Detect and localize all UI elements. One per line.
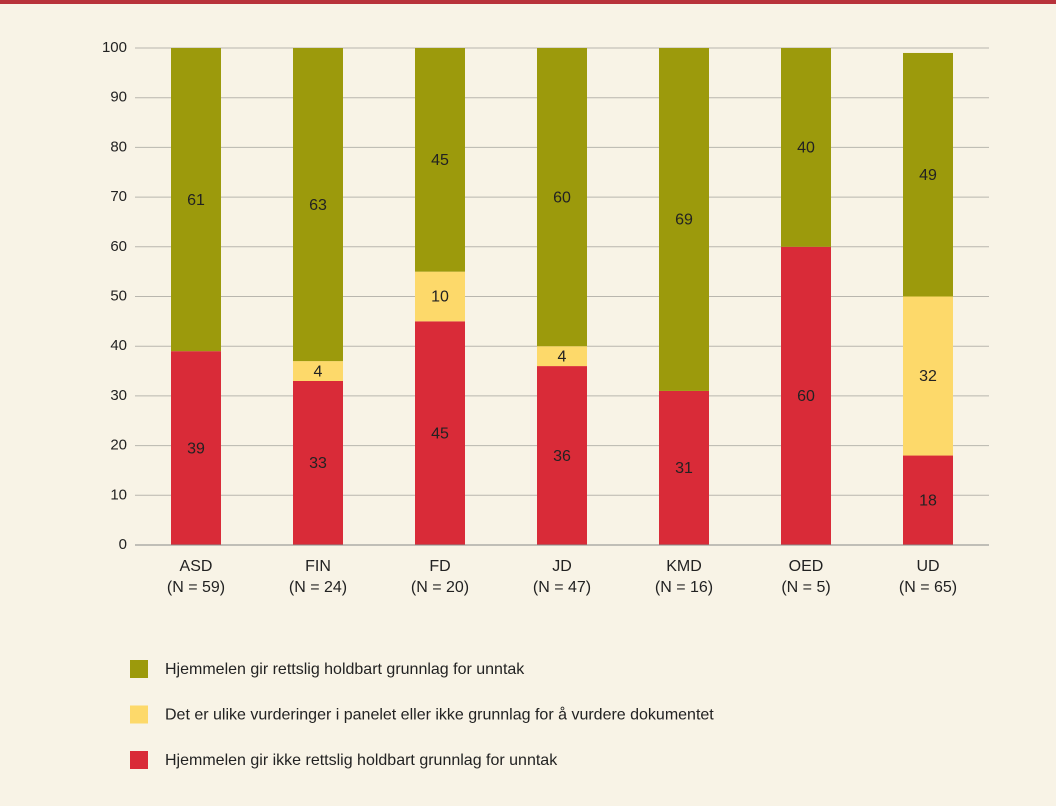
x-tick-label: FIN [305,558,331,575]
bar-segment [293,380,343,545]
y-tick-label: 0 [119,536,127,553]
legend-label: Det er ulike vurderinger i panelet eller… [165,706,714,724]
y-tick-label: 20 [110,437,127,454]
data-label: 36 [553,448,571,465]
x-tick-note: (N = 47) [533,579,591,596]
y-tick-label: 70 [110,188,127,205]
x-tick-note: (N = 24) [289,579,347,596]
data-label: 45 [431,425,449,442]
y-tick-label: 60 [110,238,127,255]
bar-segment [659,390,709,545]
data-label: 39 [187,440,205,457]
bar-segment [903,455,953,545]
data-label: 4 [314,363,323,380]
x-tick-label: ASD [180,558,213,575]
bar-segment [293,48,343,362]
bar-segment [537,366,587,545]
bar-segment [415,321,465,545]
bar-segment [415,271,465,322]
y-tick-label: 80 [110,138,127,155]
legend-label: Hjemmelen gir ikke rettslig holdbart gru… [165,752,558,769]
y-tick-label: 30 [110,387,127,404]
x-tick-note: (N = 5) [781,579,830,596]
bar-segment [171,351,221,545]
y-tick-label: 40 [110,337,127,354]
legend-swatch [130,751,148,769]
y-tick-label: 90 [110,89,127,106]
bar-segment [415,48,465,272]
legend-swatch [130,660,148,678]
data-label: 33 [309,455,327,472]
bar-segment [537,346,587,367]
bar-segment [659,48,709,391]
x-tick-label: OED [789,558,824,575]
data-label: 69 [675,212,693,229]
bar-segment [293,361,343,381]
y-tick-label: 50 [110,287,127,304]
bar-segment [781,48,831,247]
y-tick-label: 100 [102,39,127,56]
data-label: 10 [431,289,449,306]
data-label: 63 [309,197,327,214]
bar-segment [903,296,953,456]
bar-segment [537,48,587,347]
data-label: 45 [431,152,449,169]
x-tick-note: (N = 65) [899,579,957,596]
data-label: 31 [675,460,693,477]
data-label: 4 [558,348,567,365]
x-tick-note: (N = 59) [167,579,225,596]
x-tick-label: KMD [666,558,702,575]
x-tick-label: JD [552,558,572,575]
bar-segment [781,246,831,546]
top-rule [0,0,1056,4]
x-tick-note: (N = 16) [655,579,713,596]
data-label: 60 [553,189,571,206]
data-label: 32 [919,368,937,385]
data-label: 40 [797,140,815,157]
data-label: 18 [919,492,937,509]
legend-swatch [130,705,148,724]
data-label: 49 [919,167,937,184]
y-tick-label: 10 [110,486,127,503]
bar-segment [171,48,221,352]
data-label: 60 [797,388,815,405]
data-label: 61 [187,192,205,209]
bar-segment [903,52,953,297]
x-tick-label: FD [429,558,450,575]
legend-label: Hjemmelen gir rettslig holdbart grunnlag… [165,661,525,678]
x-tick-label: UD [916,558,939,575]
x-tick-note: (N = 20) [411,579,469,596]
